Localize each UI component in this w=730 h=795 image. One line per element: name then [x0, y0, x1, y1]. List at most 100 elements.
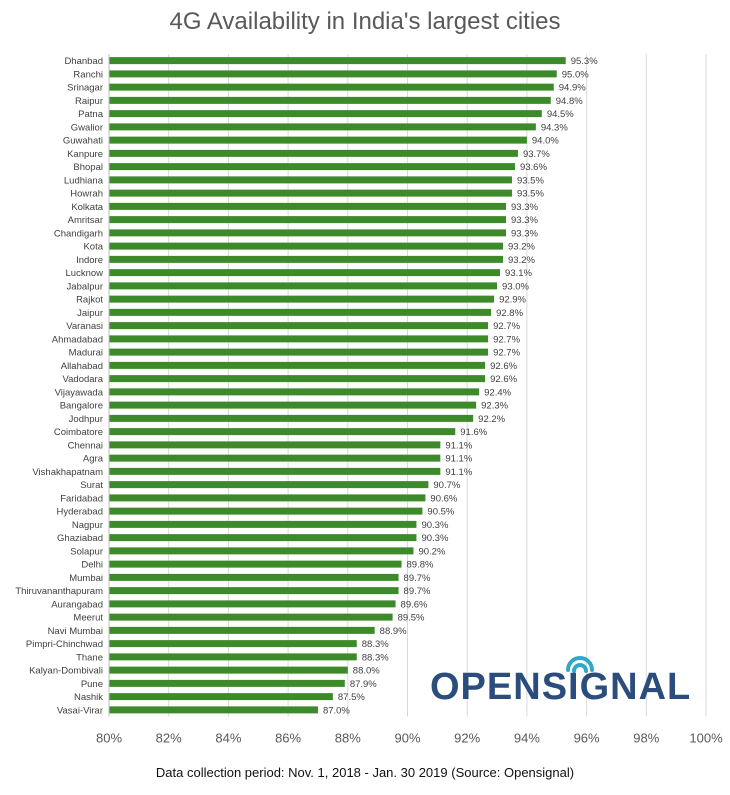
category-label: Bangalore [60, 401, 103, 412]
bar [109, 96, 551, 104]
category-label: Ahmadabad [52, 334, 103, 345]
data-label: 93.2% [508, 242, 535, 253]
data-label: 94.0% [532, 136, 559, 147]
bar [109, 282, 498, 290]
category-label: Kolkata [71, 202, 103, 213]
data-label: 90.6% [430, 493, 457, 504]
bar [109, 666, 348, 674]
data-label: 93.3% [511, 228, 538, 239]
data-label: 92.3% [481, 401, 508, 412]
x-tick-label: 94% [514, 731, 540, 746]
bar [109, 149, 518, 157]
x-tick-label: 90% [394, 731, 420, 746]
chart-title: 4G Availability in India's largest citie… [169, 8, 561, 35]
category-label: Ludhiana [64, 175, 104, 186]
bar [109, 308, 492, 316]
data-label: 95.0% [562, 69, 589, 80]
data-label: 88.0% [353, 666, 380, 677]
bar [109, 534, 417, 542]
data-label: 94.8% [556, 96, 583, 107]
bar [109, 269, 501, 277]
bar [109, 507, 423, 515]
category-label: Bhopal [73, 162, 103, 173]
bar [109, 467, 441, 475]
bar [109, 229, 507, 237]
category-label: Delhi [81, 560, 103, 571]
category-label: Guwahati [63, 136, 103, 147]
category-label: Solapur [70, 546, 103, 557]
category-label: Vijayawada [55, 387, 104, 398]
category-label: Meerut [73, 613, 103, 624]
category-label: Madurai [69, 348, 103, 359]
data-label: 93.5% [517, 189, 544, 200]
bar [109, 626, 375, 634]
data-label: 95.3% [571, 56, 598, 67]
x-tick-label: 100% [689, 731, 723, 746]
category-label: Ranchi [73, 69, 103, 80]
bar [109, 255, 504, 263]
bar [109, 57, 566, 65]
bar [109, 110, 542, 118]
data-label: 92.4% [484, 387, 511, 398]
bar [109, 573, 399, 581]
bar [109, 679, 345, 687]
data-label: 92.7% [493, 348, 520, 359]
data-label: 91.1% [445, 440, 472, 451]
data-label: 91.1% [445, 467, 472, 478]
bar [109, 613, 393, 621]
category-label: Chennai [68, 440, 103, 451]
bar [109, 70, 557, 78]
bar [109, 401, 477, 409]
data-label: 94.9% [559, 83, 586, 94]
data-label: 92.7% [493, 334, 520, 345]
bar [109, 322, 489, 330]
bar [109, 202, 507, 210]
data-label: 90.3% [421, 520, 448, 531]
data-label: 93.3% [511, 215, 538, 226]
bar [109, 481, 429, 489]
x-tick-label: 98% [633, 731, 659, 746]
data-label: 87.9% [350, 679, 377, 690]
bar [109, 83, 554, 91]
data-label: 94.3% [541, 122, 568, 133]
category-label: Vishakhapatnam [32, 467, 103, 478]
signal-waves-icon [566, 656, 594, 673]
category-label: Aurangabad [51, 599, 103, 610]
data-label: 93.3% [511, 202, 538, 213]
bar [109, 547, 414, 555]
bar [109, 348, 489, 356]
data-label: 89.6% [401, 599, 428, 610]
data-label: 93.6% [520, 162, 547, 173]
category-label: Lucknow [66, 268, 104, 279]
category-label: Agra [83, 454, 104, 465]
x-tick-label: 86% [275, 731, 301, 746]
category-label: Chandigarh [54, 228, 103, 239]
category-label: Srinagar [67, 83, 103, 94]
data-label: 92.7% [493, 321, 520, 332]
bar [109, 706, 318, 714]
bar [109, 295, 495, 303]
category-label: Rajkot [76, 295, 103, 306]
x-tick-label: 80% [96, 731, 122, 746]
data-label: 93.0% [502, 281, 529, 292]
footer-note: Data collection period: Nov. 1, 2018 - J… [155, 765, 575, 780]
category-label: Nagpur [72, 520, 103, 531]
bar [109, 653, 357, 661]
bar [109, 375, 486, 383]
bar [109, 163, 515, 171]
category-label: Vasai-Virar [57, 705, 103, 716]
category-label: Kanpure [67, 149, 103, 160]
data-label: 90.3% [421, 533, 448, 544]
category-label: Pimpri-Chinchwad [26, 639, 103, 650]
bar [109, 123, 536, 131]
data-label: 93.5% [517, 175, 544, 186]
data-label: 92.8% [496, 308, 523, 319]
data-label: 89.5% [398, 613, 425, 624]
bar [109, 587, 399, 595]
data-label: 88.3% [362, 639, 389, 650]
data-label: 93.1% [505, 268, 532, 279]
category-label: Surat [80, 480, 103, 491]
data-label: 93.2% [508, 255, 535, 266]
x-tick-label: 96% [574, 731, 600, 746]
data-label: 92.9% [499, 295, 526, 306]
